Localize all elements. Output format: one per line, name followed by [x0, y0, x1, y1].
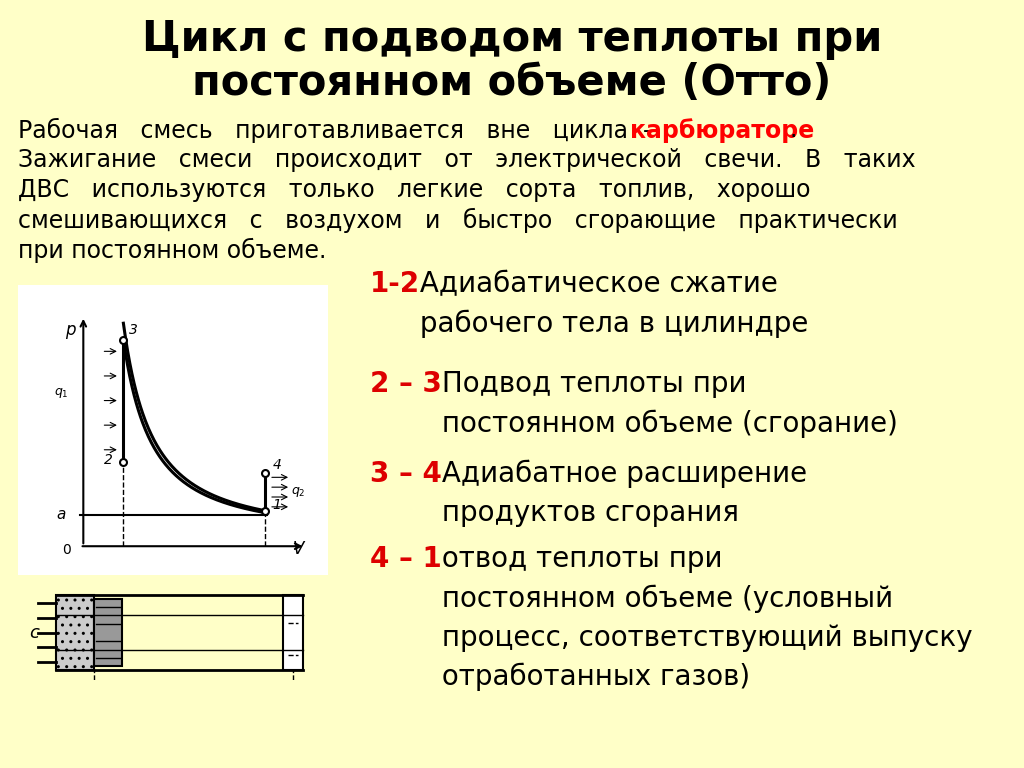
Text: 1-2: 1-2	[370, 270, 420, 298]
Text: 4 – 1: 4 – 1	[370, 545, 441, 573]
Bar	[283, 595, 303, 670]
Text: p: p	[66, 321, 76, 339]
Text: ДВС   используются   только   легкие   сорта   топлив,   хорошо: ДВС используются только легкие сорта топ…	[18, 178, 811, 202]
Text: $q_2$: $q_2$	[291, 485, 305, 499]
Text: при постоянном объеме.: при постоянном объеме.	[18, 238, 327, 263]
Text: смешивающихся   с   воздухом   и   быстро   сгорающие   практически: смешивающихся с воздухом и быстро сгораю…	[18, 208, 898, 233]
Text: c: c	[29, 624, 39, 642]
Bar	[56, 595, 94, 670]
Text: 3: 3	[129, 323, 138, 336]
Text: Цикл с подводом теплоты при: Цикл с подводом теплоты при	[141, 18, 883, 60]
Text: $q_1$: $q_1$	[54, 386, 69, 399]
Text: 2 – 3: 2 – 3	[370, 370, 442, 398]
Text: 0: 0	[62, 543, 72, 557]
Text: 1: 1	[272, 498, 282, 511]
Text: V: V	[293, 540, 304, 558]
Text: карбюраторе: карбюраторе	[630, 118, 814, 143]
Text: 4: 4	[272, 458, 282, 472]
Text: Зажигание   смеси   происходит   от   электрической   свечи.   В   таких: Зажигание смеси происходит от электричес…	[18, 148, 915, 172]
Bar	[94, 599, 122, 666]
Text: Адиабатное расширение
 продуктов сгорания: Адиабатное расширение продуктов сгорания	[433, 460, 807, 528]
Text: отвод теплоты при
 постоянном объеме (условный
 процесс, соответствующий выпуску: отвод теплоты при постоянном объеме (усл…	[433, 545, 973, 691]
Text: 3 – 4: 3 – 4	[370, 460, 442, 488]
Text: постоянном объеме (Отто): постоянном объеме (Отто)	[193, 62, 831, 104]
Text: Адиабатическое сжатие
 рабочего тела в цилиндре: Адиабатическое сжатие рабочего тела в ци…	[411, 270, 808, 338]
Text: 2: 2	[104, 452, 114, 466]
Text: .: .	[790, 118, 798, 142]
Text: Подвод теплоты при
 постоянном объеме (сгорание): Подвод теплоты при постоянном объеме (сг…	[433, 370, 898, 438]
Text: a: a	[56, 507, 67, 522]
Text: Рабочая   смесь   приготавливается   вне   цикла  –: Рабочая смесь приготавливается вне цикла…	[18, 118, 670, 143]
Bar	[18, 285, 328, 575]
